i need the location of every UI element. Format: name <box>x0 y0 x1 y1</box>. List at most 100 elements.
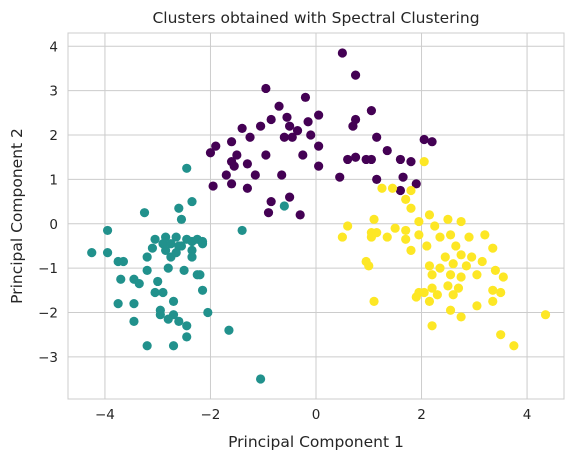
data-point <box>211 141 221 151</box>
x-tick-label: −4 <box>95 407 115 423</box>
data-point <box>113 256 123 267</box>
data-point <box>348 121 358 131</box>
data-point <box>298 150 308 160</box>
data-point <box>242 159 253 169</box>
data-point <box>300 92 311 102</box>
data-point <box>161 245 171 255</box>
x-axis-label: Principal Component 1 <box>228 433 404 451</box>
data-point <box>467 252 477 262</box>
data-point <box>245 132 255 142</box>
data-point <box>158 287 168 298</box>
y-tick-label: 2 <box>49 128 58 144</box>
data-point <box>182 163 192 173</box>
data-point <box>229 161 239 171</box>
data-point <box>168 296 179 306</box>
data-point <box>343 154 353 165</box>
data-point <box>155 310 165 320</box>
data-point <box>187 245 197 255</box>
data-point <box>174 316 184 326</box>
data-point <box>87 248 97 258</box>
data-point <box>350 70 361 80</box>
data-point <box>142 265 152 275</box>
data-point <box>168 341 179 351</box>
data-point <box>226 137 237 147</box>
data-point <box>369 214 379 224</box>
y-tick-label: 3 <box>49 84 58 100</box>
data-point <box>187 196 197 207</box>
data-point <box>496 287 506 298</box>
data-point <box>366 106 377 116</box>
y-tick-label: −1 <box>38 261 58 277</box>
data-point <box>488 243 498 253</box>
data-point <box>406 157 416 167</box>
data-point <box>174 203 184 213</box>
data-point <box>406 245 416 255</box>
data-point <box>443 214 453 224</box>
data-point <box>192 270 202 280</box>
x-tick-label: 4 <box>523 407 532 423</box>
data-point <box>401 234 411 244</box>
data-point <box>237 123 247 133</box>
x-tick-label: −2 <box>201 407 221 423</box>
data-point <box>263 208 274 218</box>
data-point <box>197 236 208 247</box>
data-point <box>255 374 266 384</box>
data-point <box>285 121 295 131</box>
data-point <box>364 261 374 271</box>
data-point <box>182 332 192 342</box>
data-point <box>150 234 160 244</box>
data-point <box>490 265 501 275</box>
y-tick-labels: −3 −2 −1 0 1 2 3 4 <box>38 39 58 366</box>
data-point <box>237 225 247 236</box>
data-point <box>445 305 456 315</box>
data-point <box>163 263 173 273</box>
data-point <box>287 132 297 142</box>
data-point <box>419 287 429 298</box>
data-point <box>314 110 324 120</box>
data-points <box>87 48 551 384</box>
data-point <box>456 312 466 322</box>
x-tick-label: 0 <box>312 407 321 423</box>
y-tick-label: 4 <box>49 39 58 55</box>
data-point <box>411 179 421 189</box>
data-point <box>445 270 456 280</box>
data-point <box>261 83 271 94</box>
data-point <box>314 161 324 171</box>
data-point <box>279 201 289 211</box>
data-point <box>480 230 490 240</box>
data-point <box>427 283 437 293</box>
data-point <box>372 174 382 184</box>
data-point <box>306 130 316 140</box>
data-point <box>477 256 487 267</box>
data-point <box>406 185 416 196</box>
data-point <box>171 248 181 258</box>
data-point <box>427 321 437 331</box>
data-point <box>129 299 139 309</box>
data-point <box>382 145 392 156</box>
data-point <box>461 261 471 271</box>
data-point <box>266 114 276 125</box>
data-point <box>163 314 173 324</box>
data-point <box>472 270 482 280</box>
data-point <box>161 232 171 242</box>
data-point <box>488 296 498 306</box>
y-axis-label: Principal Component 2 <box>8 128 26 304</box>
data-point <box>498 272 508 282</box>
data-point <box>448 290 458 300</box>
data-point <box>261 150 271 160</box>
chart-title: Clusters obtained with Spectral Clusteri… <box>152 9 479 27</box>
data-point <box>456 250 466 260</box>
data-point <box>187 252 197 262</box>
data-point <box>414 216 424 227</box>
data-point <box>382 232 392 242</box>
data-point <box>509 341 519 351</box>
data-point <box>203 307 213 318</box>
data-point <box>337 232 347 242</box>
data-point <box>424 261 435 271</box>
data-point <box>279 132 289 142</box>
y-tick-label: 1 <box>49 172 58 188</box>
data-point <box>401 225 411 236</box>
data-point <box>150 287 160 298</box>
data-point <box>496 330 506 340</box>
